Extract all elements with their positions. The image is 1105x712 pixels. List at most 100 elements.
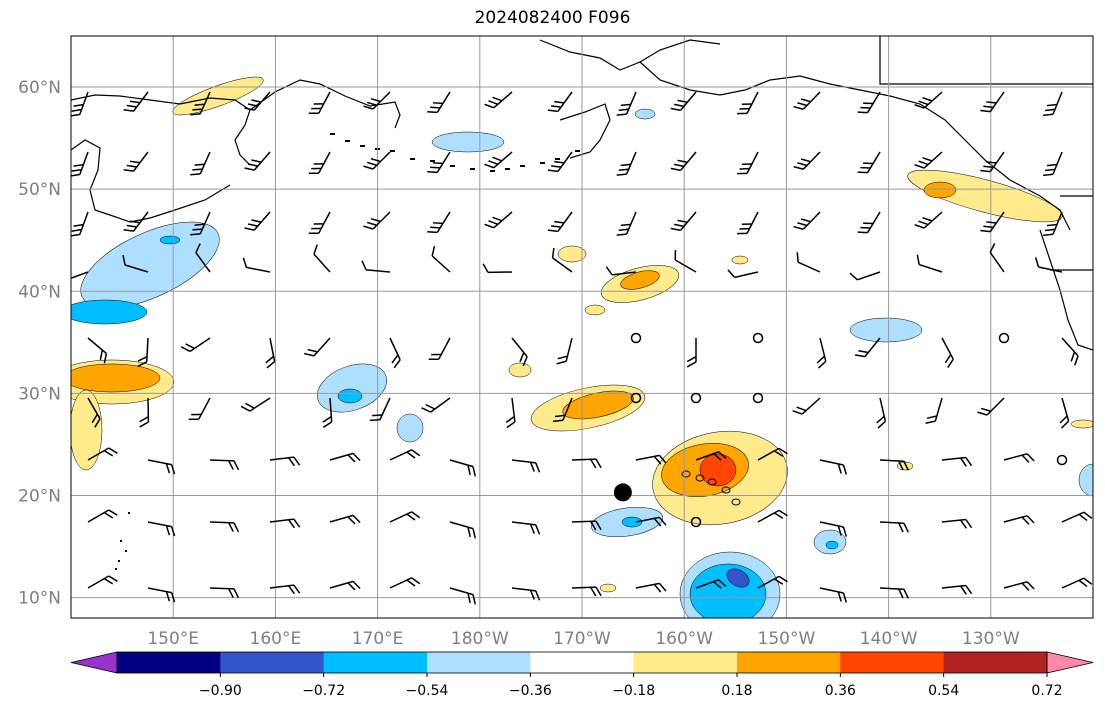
colorbar-label: 0.36 xyxy=(825,683,856,699)
wind-barb xyxy=(389,577,421,589)
wind-barb xyxy=(727,269,759,279)
island xyxy=(128,512,130,514)
wind-barb xyxy=(269,584,301,595)
wind-barb xyxy=(505,397,516,429)
wind-barb xyxy=(71,271,89,279)
wind-barb xyxy=(695,579,727,589)
wind-barb xyxy=(914,91,943,109)
wind-barb xyxy=(449,521,476,539)
wind-barb xyxy=(737,211,759,235)
wind-barb xyxy=(857,91,881,114)
wind-barb xyxy=(482,263,513,274)
wind-barb xyxy=(1061,337,1079,366)
anomaly-contour xyxy=(431,131,505,153)
island xyxy=(330,133,335,135)
coastline xyxy=(71,139,231,223)
wind-barb xyxy=(879,521,909,533)
calm-circle xyxy=(752,332,764,344)
island xyxy=(540,162,545,164)
colorbar-label: −0.18 xyxy=(612,683,655,699)
wind-barb xyxy=(147,521,176,537)
wind-barb xyxy=(547,151,573,173)
wind-barb xyxy=(635,454,667,465)
wind-barb xyxy=(879,587,909,599)
colorbar-bin xyxy=(530,652,635,673)
coastline xyxy=(249,79,401,129)
wind-barb xyxy=(556,337,573,365)
wind-barb xyxy=(792,397,821,415)
wind-barb xyxy=(427,151,451,174)
wind-barb xyxy=(552,397,573,423)
colorbar-extend-high xyxy=(1046,651,1094,674)
anomaly-contour xyxy=(825,540,839,550)
island xyxy=(490,170,495,172)
wind-barb xyxy=(571,520,602,531)
island xyxy=(520,165,525,167)
calm-circle xyxy=(630,392,642,404)
calm-circle xyxy=(998,332,1010,344)
lon-label: 150°E xyxy=(147,629,199,649)
wind-barbs xyxy=(71,91,1093,605)
wind-barb xyxy=(1003,515,1035,525)
wind-barb xyxy=(605,266,637,276)
wind-barb xyxy=(484,91,513,109)
wind-barb xyxy=(670,151,697,172)
wind-barb xyxy=(635,516,667,527)
map-title: 2024082400 F096 xyxy=(474,8,631,28)
wind-barb xyxy=(147,459,176,475)
wind-barb xyxy=(123,151,149,172)
wind-barb xyxy=(757,447,788,461)
island xyxy=(470,168,475,170)
wind-barb xyxy=(139,397,150,428)
wind-barb xyxy=(269,518,301,529)
calm-circle xyxy=(690,516,702,528)
wind-barb xyxy=(329,452,361,463)
wind-barb xyxy=(674,249,697,273)
anomaly-contour xyxy=(1070,419,1093,429)
anomaly-contour xyxy=(620,270,660,290)
wind-barb xyxy=(428,337,451,361)
wind-barb xyxy=(240,397,271,412)
wind-barb xyxy=(1042,211,1063,237)
calm-circle xyxy=(752,392,764,404)
wind-barb xyxy=(87,509,118,523)
wind-barb xyxy=(431,246,451,273)
colorbar-bin xyxy=(737,652,841,673)
anomaly-contour xyxy=(726,568,750,588)
colorbar-frame xyxy=(116,651,1048,674)
wind-barb xyxy=(879,459,909,471)
wind-barb xyxy=(188,397,211,421)
wind-barb xyxy=(914,151,943,169)
wind-barb xyxy=(511,337,528,367)
wind-barb xyxy=(793,211,821,230)
longitude-labels: 150°E 160°E 170°E 180°W 170°W 160°W 150°W 140°W… xyxy=(147,629,1020,649)
wind-barb xyxy=(571,458,602,469)
wind-barb xyxy=(87,397,101,428)
anomaly-contour xyxy=(159,235,181,245)
anomaly-contour xyxy=(584,304,606,316)
wind-barb xyxy=(980,211,1005,233)
wind-barb xyxy=(819,521,848,537)
wind-barb xyxy=(329,514,361,525)
wind-barb xyxy=(547,211,573,233)
hawaii-island xyxy=(707,478,717,486)
anomaly-contour xyxy=(337,388,363,404)
island xyxy=(575,150,580,152)
wind-barb xyxy=(737,91,759,115)
wind-barb xyxy=(209,521,240,533)
wind-barb xyxy=(914,211,943,229)
colorbar-label: −0.54 xyxy=(406,683,449,699)
colorbar-bin xyxy=(633,652,738,673)
wind-barb xyxy=(547,91,573,113)
anomaly-contour xyxy=(849,317,923,343)
wind-barb xyxy=(941,584,973,595)
coastline xyxy=(559,103,611,159)
wind-barb xyxy=(793,91,821,110)
wind-barb xyxy=(854,337,881,358)
lat-label: 20°N xyxy=(18,486,61,506)
wind-barb xyxy=(616,151,637,176)
lat-label: 60°N xyxy=(18,78,61,98)
wind-barb xyxy=(123,91,149,112)
wind-barb xyxy=(147,587,176,603)
wind-barb xyxy=(1061,511,1093,523)
